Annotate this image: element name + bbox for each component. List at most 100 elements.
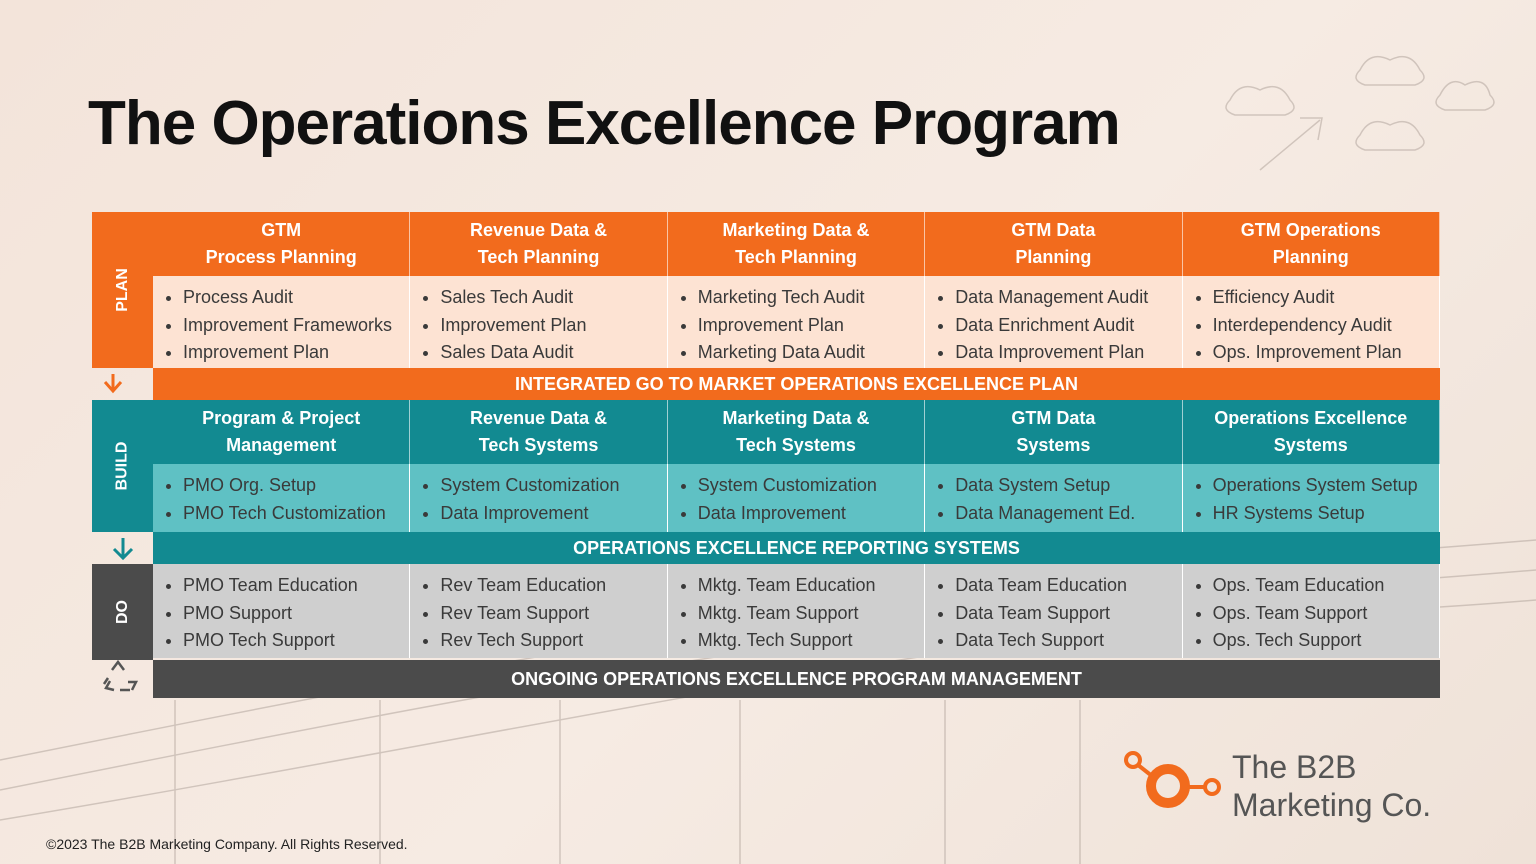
- item: Data Management Audit: [955, 284, 1181, 312]
- heading-line: Process Planning: [205, 247, 357, 267]
- item: Ops. Team Education: [1213, 572, 1439, 600]
- item: PMO Tech Support: [183, 627, 409, 655]
- heading-line: GTM Data: [1011, 408, 1096, 428]
- heading-line: Tech Planning: [735, 247, 857, 267]
- item: Process Audit: [183, 284, 409, 312]
- column-items: System CustomizationData Improvement: [410, 464, 668, 532]
- heading-line: Operations Excellence: [1214, 408, 1408, 428]
- heading-line: Tech Systems: [478, 435, 599, 455]
- item: Mktg. Team Education: [698, 572, 924, 600]
- heading-line: Program & Project: [202, 408, 361, 428]
- item: Data Management Ed.: [955, 500, 1181, 528]
- heading-line: Marketing Data &: [722, 220, 870, 240]
- item-list: Rev Team EducationRev Team SupportRev Te…: [420, 572, 666, 655]
- item: Sales Tech Audit: [440, 284, 666, 312]
- item: Data Tech Support: [955, 627, 1181, 655]
- item: Data Team Support: [955, 600, 1181, 628]
- item: PMO Team Education: [183, 572, 409, 600]
- item: Data Enrichment Audit: [955, 312, 1181, 340]
- column-heading: Revenue Data & Tech Systems: [410, 400, 668, 464]
- phase-text: PLAN: [113, 268, 131, 312]
- item: Marketing Data Audit: [698, 339, 924, 367]
- heading-line: Revenue Data &: [470, 408, 608, 428]
- item-list: Marketing Tech AuditImprovement PlanMark…: [678, 284, 924, 367]
- logo-line: The B2B: [1232, 749, 1357, 785]
- item: Rev Tech Support: [440, 627, 666, 655]
- heading-line: GTM Data: [1011, 220, 1096, 240]
- item: Mktg. Tech Support: [698, 627, 924, 655]
- column-items: Ops. Team EducationOps. Team SupportOps.…: [1182, 564, 1440, 658]
- column-items: Efficiency AuditInterdependency AuditOps…: [1182, 276, 1440, 368]
- heading-line: Tech Planning: [477, 247, 600, 267]
- summary-bar: INTEGRATED GO TO MARKET OPERATIONS EXCEL…: [153, 368, 1440, 400]
- item: Sales Data Audit: [440, 339, 666, 367]
- column-items: Data System SetupData Management Ed.: [925, 464, 1183, 532]
- heading-line: Planning: [1272, 247, 1349, 267]
- item: Improvement Plan: [698, 312, 924, 340]
- column-heading: GTM Process Planning: [153, 212, 411, 276]
- heading-line: Systems: [1273, 435, 1348, 455]
- summary-bar: ONGOING OPERATIONS EXCELLENCE PROGRAM MA…: [153, 660, 1440, 698]
- item: Data Improvement: [440, 500, 666, 528]
- item: HR Systems Setup: [1213, 500, 1439, 528]
- item: Data Improvement: [698, 500, 924, 528]
- heading-line: Marketing Data &: [722, 408, 870, 428]
- item: Rev Team Support: [440, 600, 666, 628]
- item-list: Sales Tech AuditImprovement PlanSales Da…: [420, 284, 666, 367]
- item-list: PMO Team EducationPMO SupportPMO Tech Su…: [163, 572, 409, 655]
- item: Rev Team Education: [440, 572, 666, 600]
- column-items: Marketing Tech AuditImprovement PlanMark…: [667, 276, 926, 368]
- column-heading: Program & Project Management: [153, 400, 411, 464]
- column-items: Data Management AuditData Enrichment Aud…: [925, 276, 1183, 368]
- item: System Customization: [698, 472, 924, 500]
- column-items: Operations System SetupHR Systems Setup: [1182, 464, 1440, 532]
- item-list: Data Management AuditData Enrichment Aud…: [935, 284, 1181, 367]
- phase-text: BUILD: [113, 441, 131, 491]
- heading-line: Systems: [1016, 435, 1091, 455]
- column-heading: Revenue Data & Tech Planning: [410, 212, 668, 276]
- item: System Customization: [440, 472, 666, 500]
- column-heading: Marketing Data & Tech Planning: [667, 212, 926, 276]
- item: Ops. Improvement Plan: [1213, 339, 1439, 367]
- column-items: PMO Org. SetupPMO Tech Customization: [153, 464, 411, 532]
- item: Data Team Education: [955, 572, 1181, 600]
- item-list: Efficiency AuditInterdependency AuditOps…: [1193, 284, 1439, 367]
- column-items: Data Team EducationData Team SupportData…: [925, 564, 1183, 658]
- item: Improvement Plan: [440, 312, 666, 340]
- column-heading: Marketing Data & Tech Systems: [667, 400, 926, 464]
- phase-label: DO: [92, 564, 153, 660]
- item: Efficiency Audit: [1213, 284, 1439, 312]
- column-items: Mktg. Team EducationMktg. Team SupportMk…: [667, 564, 926, 658]
- item: PMO Tech Customization: [183, 500, 409, 528]
- item-list: Operations System SetupHR Systems Setup: [1193, 472, 1439, 527]
- heading-line: GTM: [261, 220, 302, 240]
- item: Interdependency Audit: [1213, 312, 1439, 340]
- item-list: Data System SetupData Management Ed.: [935, 472, 1181, 527]
- heading-line: Planning: [1015, 247, 1092, 267]
- heading-line: GTM Operations: [1240, 220, 1381, 240]
- column-heading: GTM Operations Planning: [1182, 212, 1440, 276]
- phase-text: DO: [113, 600, 131, 624]
- heading-line: Management: [226, 435, 337, 455]
- item-list: Process AuditImprovement FrameworksImpro…: [163, 284, 409, 367]
- item: PMO Support: [183, 600, 409, 628]
- item-list: Ops. Team EducationOps. Team SupportOps.…: [1193, 572, 1439, 655]
- item: Improvement Frameworks: [183, 312, 409, 340]
- item: Improvement Plan: [183, 339, 409, 367]
- phase-label: PLAN: [92, 212, 153, 368]
- item-list: Mktg. Team EducationMktg. Team SupportMk…: [678, 572, 924, 655]
- item: PMO Org. Setup: [183, 472, 409, 500]
- footer: ©2023 The B2B Marketing Company. All Rig…: [46, 836, 408, 852]
- summary-bar: OPERATIONS EXCELLENCE REPORTING SYSTEMS: [153, 532, 1440, 564]
- column-items: System CustomizationData Improvement: [667, 464, 926, 532]
- column-items: PMO Team EducationPMO SupportPMO Tech Su…: [153, 564, 411, 658]
- logo-line: Marketing Co.: [1232, 787, 1432, 823]
- item: Operations System Setup: [1213, 472, 1439, 500]
- item-list: Data Team EducationData Team SupportData…: [935, 572, 1181, 655]
- item: Data Improvement Plan: [955, 339, 1181, 367]
- column-items: Rev Team EducationRev Team SupportRev Te…: [410, 564, 668, 658]
- column-items: Sales Tech AuditImprovement PlanSales Da…: [410, 276, 668, 368]
- heading-line: Revenue Data &: [470, 220, 608, 240]
- item: Ops. Tech Support: [1213, 627, 1439, 655]
- item: Mktg. Team Support: [698, 600, 924, 628]
